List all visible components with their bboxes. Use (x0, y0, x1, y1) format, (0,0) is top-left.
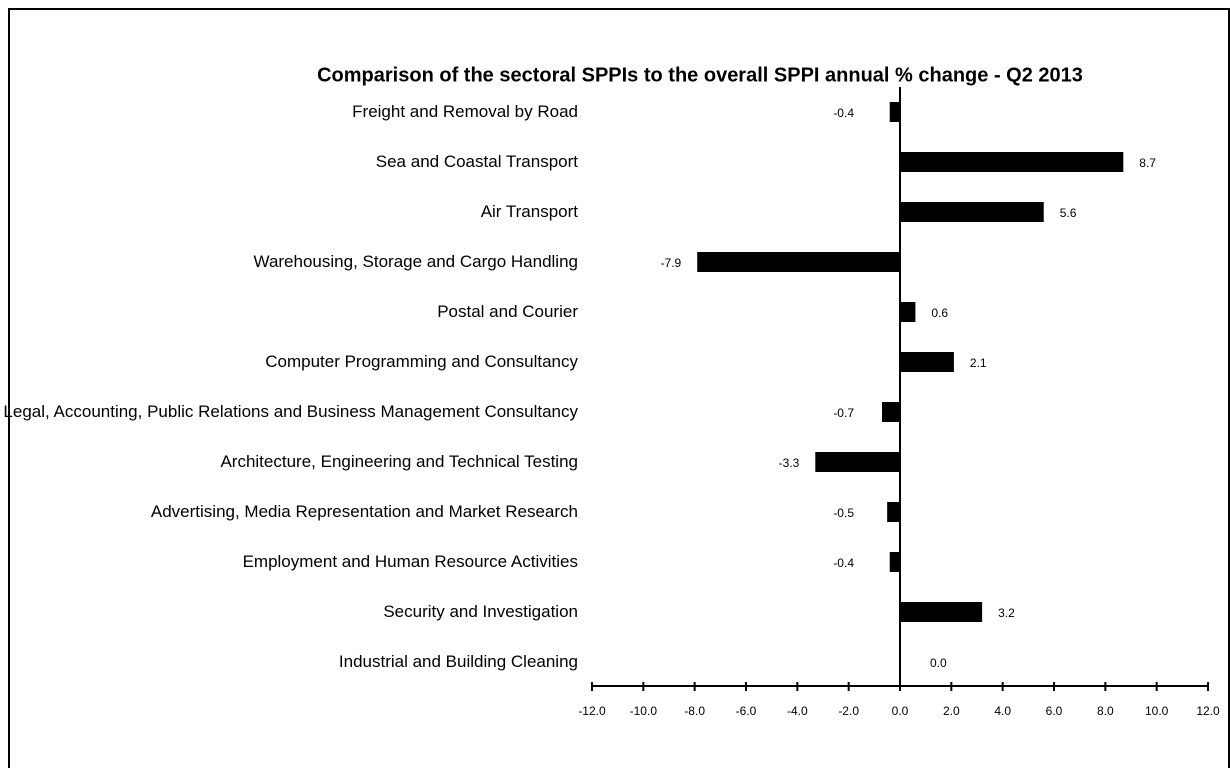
x-tick-label: -8.0 (684, 704, 705, 718)
x-tick-label: 0.0 (892, 704, 909, 718)
bar (900, 352, 954, 372)
value-label: -0.5 (833, 506, 854, 520)
bar (815, 452, 900, 472)
value-label: -7.9 (661, 256, 682, 270)
category-label: Security and Investigation (383, 602, 578, 621)
category-label: Sea and Coastal Transport (375, 152, 578, 171)
x-tick-label: -12.0 (578, 704, 606, 718)
value-label: 2.1 (970, 356, 987, 370)
bar (900, 202, 1044, 222)
value-label: -0.7 (833, 406, 854, 420)
bar (900, 152, 1124, 172)
bar (900, 602, 983, 622)
category-label: Air Transport (480, 202, 578, 221)
bar (882, 402, 900, 422)
x-tick-label: -4.0 (787, 704, 808, 718)
value-label: -0.4 (833, 106, 854, 120)
category-label: Computer Programming and Consultancy (265, 352, 578, 371)
x-tick-label: 4.0 (994, 704, 1011, 718)
bar (887, 502, 900, 522)
category-label: Industrial and Building Cleaning (338, 652, 578, 671)
bar (889, 552, 900, 572)
value-label: -3.3 (779, 456, 800, 470)
value-label: 3.2 (998, 606, 1015, 620)
category-label: Legal, Accounting, Public Relations and … (3, 402, 578, 421)
x-tick-label: -2.0 (838, 704, 859, 718)
category-label: Architecture, Engineering and Technical … (220, 452, 578, 471)
x-tick-label: 6.0 (1046, 704, 1063, 718)
category-label: Freight and Removal by Road (352, 102, 578, 121)
x-tick-label: -10.0 (630, 704, 658, 718)
bar (697, 252, 900, 272)
value-label: 5.6 (1060, 206, 1077, 220)
x-tick-label: 2.0 (943, 704, 960, 718)
category-label: Advertising, Media Representation and Ma… (150, 502, 578, 521)
category-label: Employment and Human Resource Activities (242, 552, 578, 571)
bar (900, 302, 916, 322)
x-tick-label: 10.0 (1145, 704, 1169, 718)
x-tick-label: 12.0 (1196, 704, 1220, 718)
chart-title: Comparison of the sectoral SPPIs to the … (317, 64, 1083, 86)
value-label: -0.4 (833, 556, 854, 570)
value-label: 8.7 (1139, 156, 1156, 170)
x-tick-label: -6.0 (736, 704, 757, 718)
category-label: Warehousing, Storage and Cargo Handling (253, 252, 578, 271)
frame (8, 8, 1230, 768)
bar (889, 102, 900, 122)
value-label: 0.6 (931, 306, 948, 320)
category-label: Postal and Courier (437, 302, 578, 321)
value-label: 0.0 (930, 656, 947, 670)
x-tick-label: 8.0 (1097, 704, 1114, 718)
